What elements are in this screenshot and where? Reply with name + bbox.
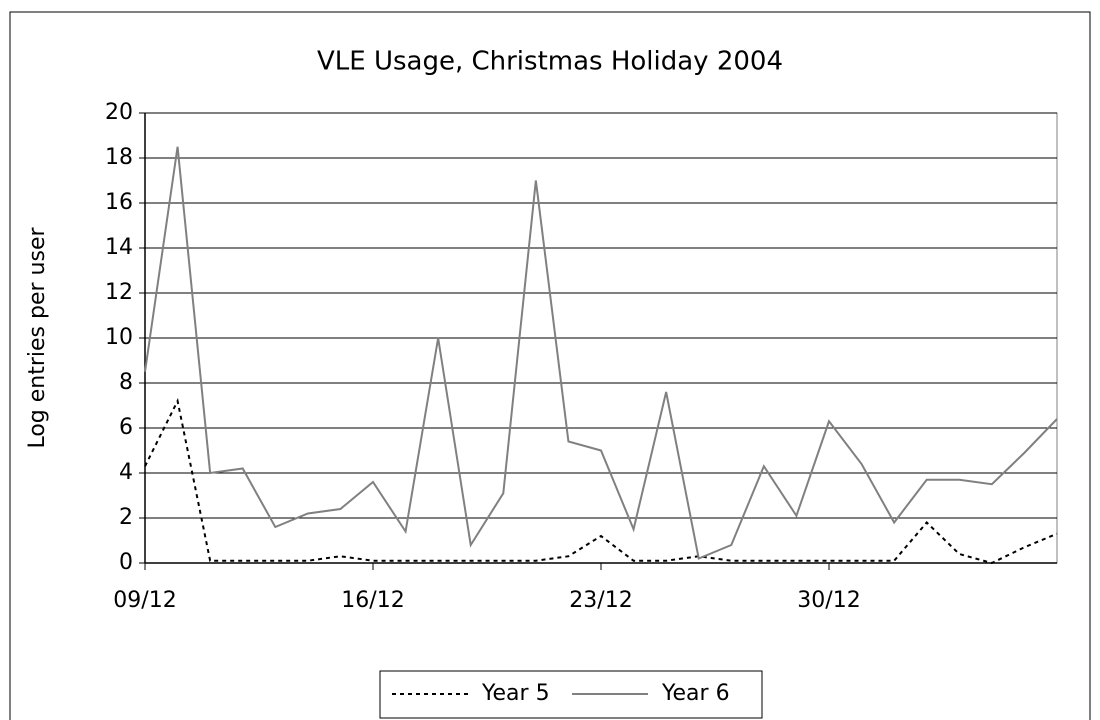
y-tick-label: 10 — [105, 325, 133, 350]
y-tick-label: 12 — [105, 280, 133, 305]
y-tick-label: 16 — [105, 190, 133, 215]
legend-label: Year 5 — [481, 681, 550, 706]
y-tick-label: 2 — [119, 505, 133, 530]
y-tick-label: 18 — [105, 145, 133, 170]
y-tick-label: 6 — [119, 415, 133, 440]
x-tick-label: 30/12 — [797, 588, 860, 613]
y-tick-label: 8 — [119, 370, 133, 395]
x-tick-label: 23/12 — [569, 588, 632, 613]
chart-border — [9, 11, 1091, 720]
y-tick-label: 20 — [105, 100, 133, 125]
x-tick-label: 09/12 — [113, 588, 176, 613]
line-series — [144, 397, 1058, 565]
y-axis-label: Log entries per user — [25, 227, 50, 449]
line-series — [144, 146, 1058, 560]
y-tick-label: 0 — [119, 550, 133, 575]
chart-title: VLE Usage, Christmas Holiday 2004 — [317, 47, 783, 77]
legend-label: Year 6 — [661, 681, 730, 706]
x-tick-label: 16/12 — [341, 588, 404, 613]
y-tick-label: 14 — [105, 235, 133, 260]
y-tick-label: 4 — [119, 460, 133, 485]
